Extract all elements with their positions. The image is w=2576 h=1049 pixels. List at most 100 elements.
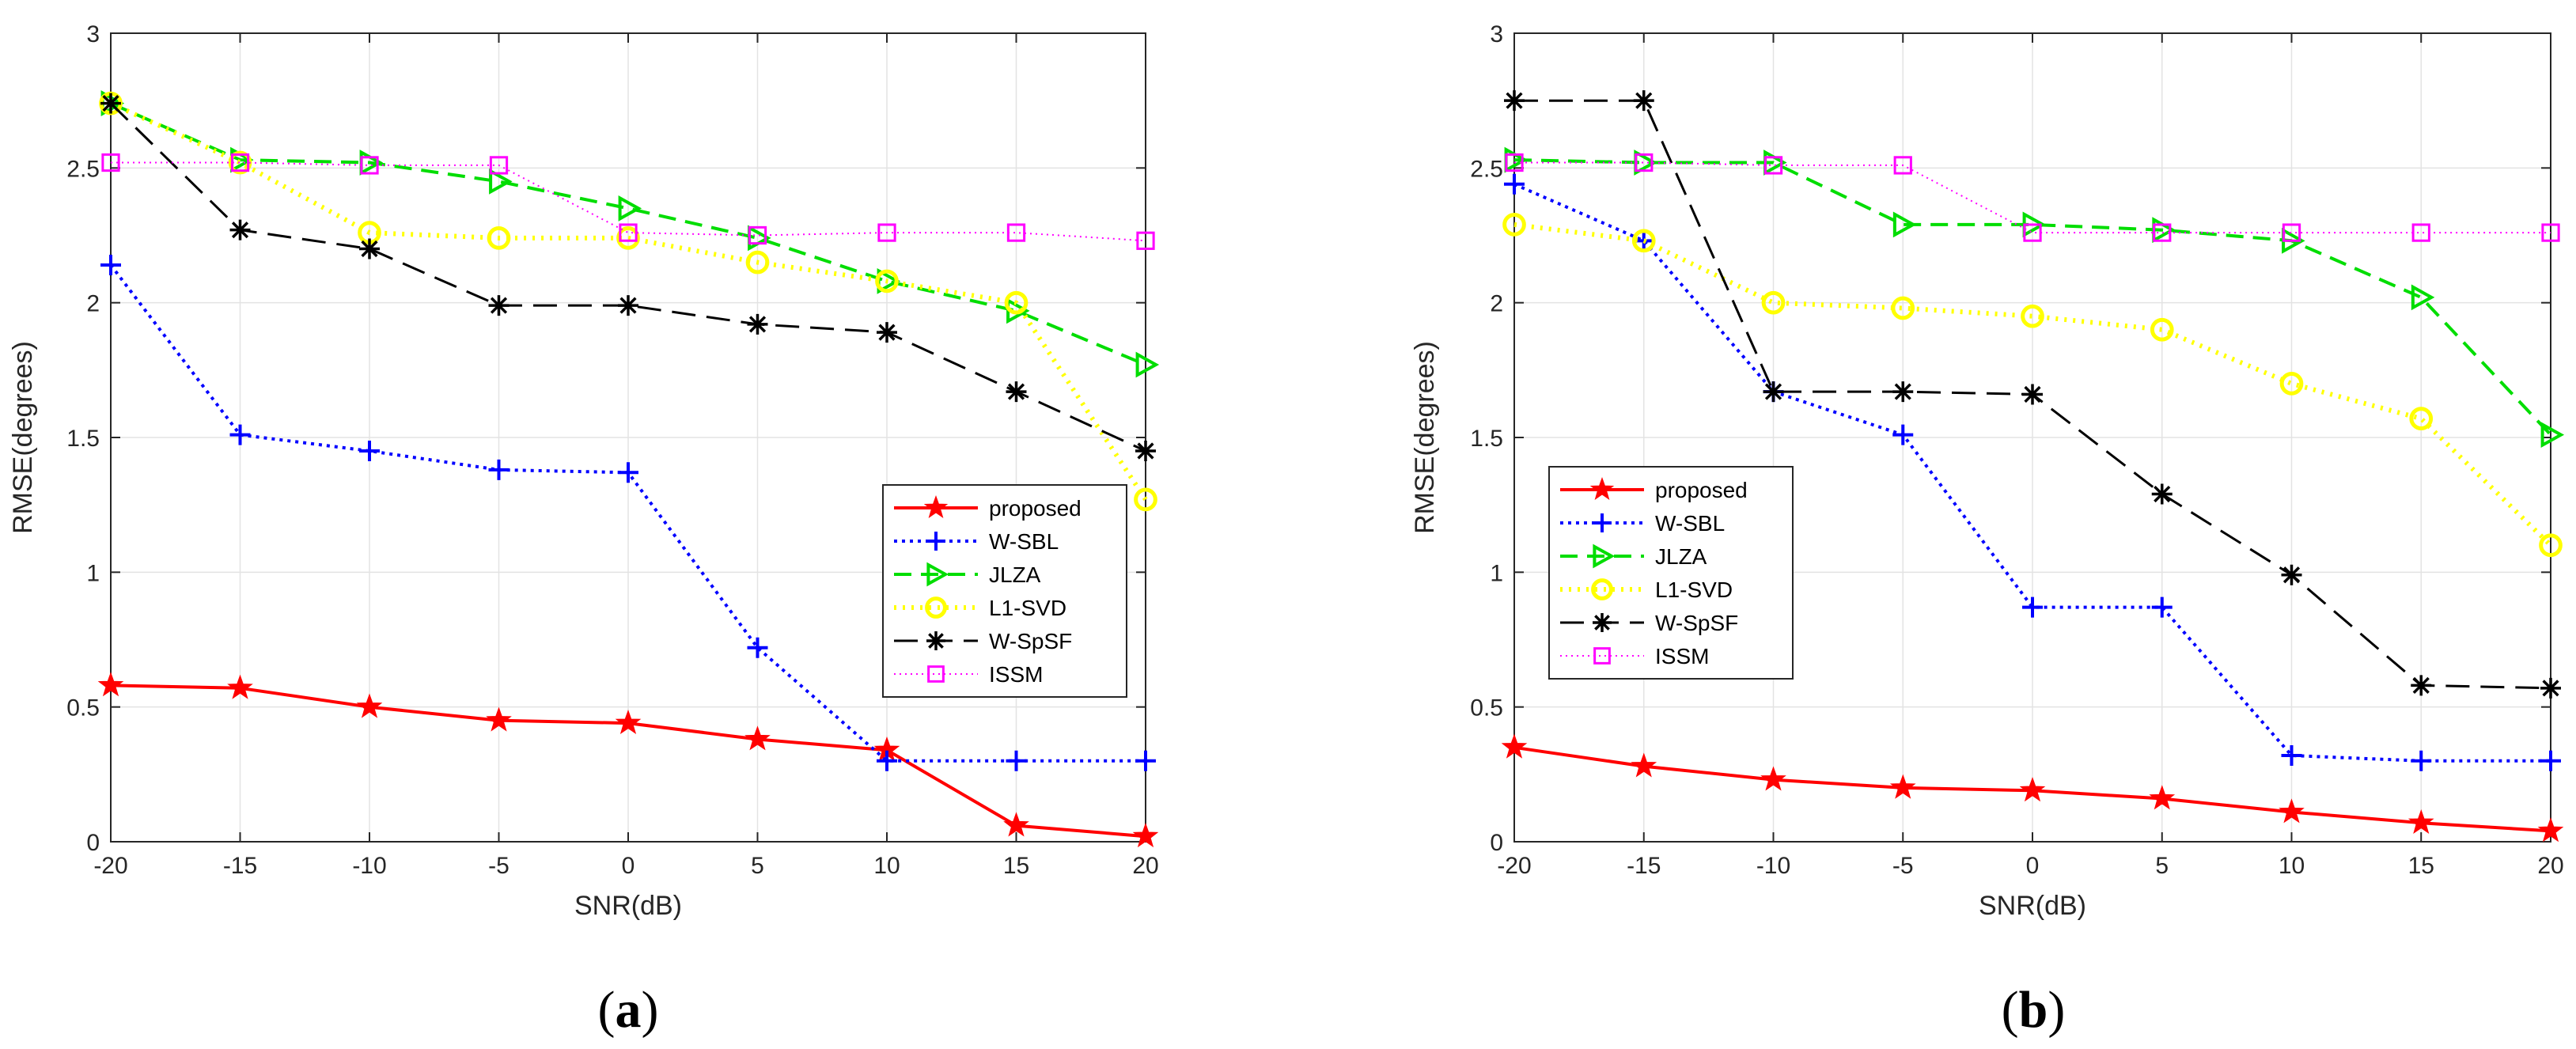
panel-b-line-jlza xyxy=(1513,158,2552,436)
panel-b-legend-label-w-spsf: W-SpSF xyxy=(1655,611,1738,635)
panel-a-xtick-label: -10 xyxy=(352,853,386,879)
panel-a-point-proposed xyxy=(97,672,124,697)
panel-a-legend-entry-w-spsf: W-SpSF xyxy=(894,629,1072,653)
panel-b-point-w-spsf xyxy=(1633,90,1654,112)
panel-a-point-issm xyxy=(1006,223,1026,242)
panel-b-xtick-label: 10 xyxy=(2279,853,2305,879)
panel-b-legend-label-w-sbl: W-SBL xyxy=(1655,511,1725,536)
panel-a-ytick-label: 1.5 xyxy=(66,426,100,452)
panel-b-legend-marker-jlza xyxy=(1593,543,1616,569)
panel-a-point-w-spsf xyxy=(229,219,251,240)
panel-b-series-proposed xyxy=(1501,733,2564,843)
panel-b-legend-entry-jlza: JLZA xyxy=(1560,543,1707,569)
panel-a-legend-entry-w-sbl: W-SBL xyxy=(894,529,1059,554)
panel-a-point-w-spsf xyxy=(1135,441,1156,462)
panel-b-point-w-sbl xyxy=(1504,173,1525,195)
panel-a-ticks: -20 -15 -10 -5 0 5 10 15 20 0 0.5 1 1.5 2 2.5 3 xyxy=(66,21,1158,879)
panel-b-caption-close: ) xyxy=(2048,981,2065,1039)
panel-b-xtick-label: 0 xyxy=(2026,853,2040,879)
panel-b-legend-marker-issm xyxy=(1593,647,1611,665)
panel-b-legend-entry-w-sbl: W-SBL xyxy=(1560,511,1725,536)
panel-b-point-l1-svd xyxy=(2539,533,2563,558)
panel-a-point-issm xyxy=(360,156,379,175)
panel-a-point-proposed xyxy=(356,693,383,718)
panel-b-point-l1-svd xyxy=(2021,304,2044,328)
panel-b-ylabel: RMSE(degrees) xyxy=(1410,341,1440,534)
panel-a-series-group xyxy=(97,90,1160,848)
panel-b-point-issm xyxy=(1763,156,1783,175)
panel-b-point-issm xyxy=(1505,153,1524,172)
panel-a-legend-label-issm: ISSM xyxy=(989,662,1043,687)
panel-b-point-l1-svd xyxy=(2150,317,2174,342)
panel-b-ytick-label: 1 xyxy=(1490,560,1503,586)
panel-a-legend-label-l1-svd: L1-SVD xyxy=(989,596,1066,620)
panel-b-xtick-label: -5 xyxy=(1892,853,1914,879)
panel-a-xtick-label: 15 xyxy=(1003,853,1029,879)
panel-b-point-w-sbl xyxy=(2540,750,2561,771)
panel-a-point-w-spsf xyxy=(1006,381,1027,403)
panel-b-point-jlza xyxy=(2540,422,2565,448)
panel-b-point-issm xyxy=(1893,156,1912,175)
panel-b-ytick-label: 3 xyxy=(1490,21,1503,47)
panel-a-xtick-label: 5 xyxy=(751,853,764,879)
panel-a-xtick-label: 20 xyxy=(1132,853,1158,879)
panel-b-series-issm xyxy=(1505,153,2560,242)
panel-b-ytick-label: 0.5 xyxy=(1470,695,1503,721)
panel-a-series-proposed xyxy=(97,672,1159,848)
panel-a-caption: (a) xyxy=(598,981,659,1039)
panel-b: -20 -15 -10 -5 0 5 10 15 20 0 0.5 1 1.5 2 2.5 3 SNR(dB) R… xyxy=(1410,21,2565,1039)
panel-a-point-proposed xyxy=(1132,822,1159,848)
panel-a-xlabel: SNR(dB) xyxy=(574,891,682,921)
panel-b-xlabel: SNR(dB) xyxy=(1979,891,2086,921)
panel-a-ytick-label: 0 xyxy=(86,830,100,856)
panel-b-point-proposed xyxy=(1501,733,1528,759)
panel-b-point-w-spsf xyxy=(2281,564,2302,585)
panel-b-series-l1-svd xyxy=(1502,213,2563,558)
panel-a: -20 -15 -10 -5 0 5 10 15 20 0 0.5 1 1.5 2 2.5 3 SNR(dB) R… xyxy=(8,21,1160,1039)
panel-b-point-proposed xyxy=(2149,785,2176,810)
panel-a-legend-label-jlza: JLZA xyxy=(989,562,1041,587)
panel-b-point-w-spsf xyxy=(2411,675,2432,696)
panel-b-point-l1-svd xyxy=(1502,213,1526,237)
panel-b-point-issm xyxy=(2541,223,2560,242)
panel-b-point-proposed xyxy=(2019,777,2046,802)
panel-b-line-w-sbl xyxy=(1513,182,2551,763)
panel-a-xtick-label: -20 xyxy=(93,853,127,879)
panel-a-point-w-spsf xyxy=(618,295,638,316)
panel-b-series-w-spsf xyxy=(1504,90,2561,699)
panel-b-point-proposed xyxy=(1631,752,1657,778)
panel-b-ticks: -20 -15 -10 -5 0 5 10 15 20 0 0.5 1 1.5 2 2.5 3 xyxy=(1470,21,2563,879)
panel-b-point-w-sbl xyxy=(2022,596,2043,618)
panel-a-point-w-sbl xyxy=(359,441,380,462)
panel-b-point-w-spsf xyxy=(2540,677,2561,699)
panel-a-legend-entry-issm: ISSM xyxy=(894,662,1043,687)
panel-b-point-w-sbl xyxy=(1892,424,1914,445)
panel-a-point-w-sbl xyxy=(1006,750,1027,771)
panel-a-point-proposed xyxy=(486,706,512,732)
panel-a-point-proposed xyxy=(1003,812,1029,837)
panel-b-point-w-spsf xyxy=(1892,381,1914,403)
panel-a-point-w-spsf xyxy=(100,93,121,114)
panel-b-series-group xyxy=(1501,90,2565,843)
panel-b-legend-label-l1-svd: L1-SVD xyxy=(1655,578,1733,602)
panel-b-ytick-label: 1.5 xyxy=(1470,426,1503,452)
panel-a-series-w-sbl xyxy=(100,254,1156,771)
panel-a-ytick-label: 2.5 xyxy=(66,156,100,182)
panel-a-series-issm xyxy=(101,153,1155,250)
panel-a-point-w-sbl xyxy=(618,462,638,483)
panel-a-ytick-label: 2 xyxy=(86,291,100,317)
panel-a-legend-marker-proposed xyxy=(923,494,949,519)
panel-a-point-l1-svd xyxy=(745,250,770,275)
panel-b-legend-label-issm: ISSM xyxy=(1655,644,1709,668)
panel-a-legend-marker-l1-svd xyxy=(925,596,947,619)
panel-a-legend-marker-w-sbl xyxy=(926,532,945,551)
panel-a-point-issm xyxy=(748,225,767,245)
panel-b-legend-marker-proposed xyxy=(1589,476,1615,501)
panel-a-caption-label: a xyxy=(616,981,642,1039)
panel-a-legend-entry-proposed: proposed xyxy=(894,494,1082,521)
panel-a-point-issm xyxy=(489,156,509,175)
panel-a-point-l1-svd xyxy=(1134,487,1157,512)
panel-b-xtick-label: 15 xyxy=(2408,853,2434,879)
panel-b-point-proposed xyxy=(1760,766,1786,791)
